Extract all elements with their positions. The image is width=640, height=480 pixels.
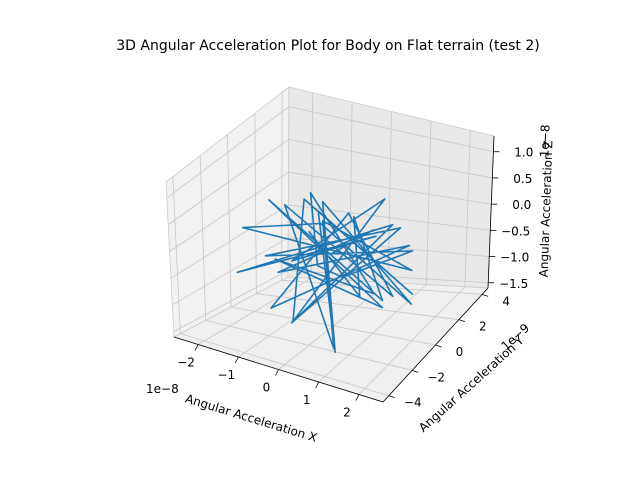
x-tick-label: 1: [303, 393, 311, 407]
x-gridline-back: [426, 120, 432, 285]
tick-marks: [194, 151, 500, 401]
y-gridline-floor: [180, 333, 389, 397]
x-tick-label: −2: [177, 356, 195, 370]
x-gridline-back: [387, 111, 392, 283]
z-axis-label: Angular Acceleration Z: [537, 140, 556, 277]
y-gridline-wall: [281, 92, 283, 281]
y-tick-label: −2: [427, 370, 445, 384]
z-tick-label: −1.0: [500, 251, 529, 265]
x-tick: [355, 394, 360, 401]
z-tick-label: 0.0: [512, 198, 531, 212]
x-tick-labels: −2 −1 0 1 2: [177, 356, 350, 420]
z-tick-label: 1.0: [514, 146, 533, 160]
x-tick: [234, 356, 239, 364]
x-scale-text: 1e−8: [146, 382, 179, 396]
series-line: [236, 191, 414, 354]
x-tick-label: −1: [217, 368, 235, 382]
series-layer: [236, 191, 414, 354]
x-tick: [275, 369, 279, 376]
y-tick: [388, 395, 395, 399]
z-gridline-side: [167, 139, 289, 226]
y-tick-labels: −4 −2 0 2 4: [404, 294, 510, 409]
y-gridline-floor: [256, 293, 459, 321]
z-gridline-side: [169, 171, 289, 252]
x-axis-label: Angular Acceleration X: [184, 391, 319, 444]
y-gridline-wall: [227, 134, 232, 308]
z-tick-label: 0.5: [513, 172, 532, 186]
z-gridline-side: [172, 237, 289, 306]
z-gridline-side: [170, 204, 289, 279]
x-tick: [315, 381, 320, 389]
x-tick-label: 2: [343, 406, 351, 420]
y-tick-label: 2: [479, 320, 487, 334]
y-tick: [482, 293, 489, 297]
y-tick-label: 0: [456, 345, 464, 359]
z-tick-label: −0.5: [501, 224, 530, 238]
z-gridline-side: [166, 106, 290, 199]
y-gridline-wall: [254, 113, 257, 294]
z-scale-text: 1e−8: [537, 124, 552, 157]
chart-title: 3D Angular Acceleration Plot for Body on…: [116, 38, 539, 54]
y-tick: [435, 344, 442, 348]
z-axis-line: [487, 135, 495, 289]
z-tick-labels: −1.5 −1.0 −0.5 0.0 0.5 1.0: [499, 146, 533, 291]
y-gridline-floor: [205, 319, 413, 371]
y-gridline-wall: [172, 176, 181, 334]
z-gridline-side: [173, 270, 289, 333]
y-tick: [412, 369, 419, 373]
x-gridline-back: [464, 130, 471, 287]
y-tick-label: −4: [404, 396, 422, 410]
y-gridline-wall: [199, 155, 207, 321]
y-tick: [458, 319, 465, 323]
x-gridline-back: [349, 102, 353, 281]
x-tick-label: 0: [263, 381, 271, 395]
z-tick-label: −1.5: [499, 277, 528, 291]
x-tick: [194, 344, 199, 351]
y-tick-label: 4: [502, 294, 510, 308]
